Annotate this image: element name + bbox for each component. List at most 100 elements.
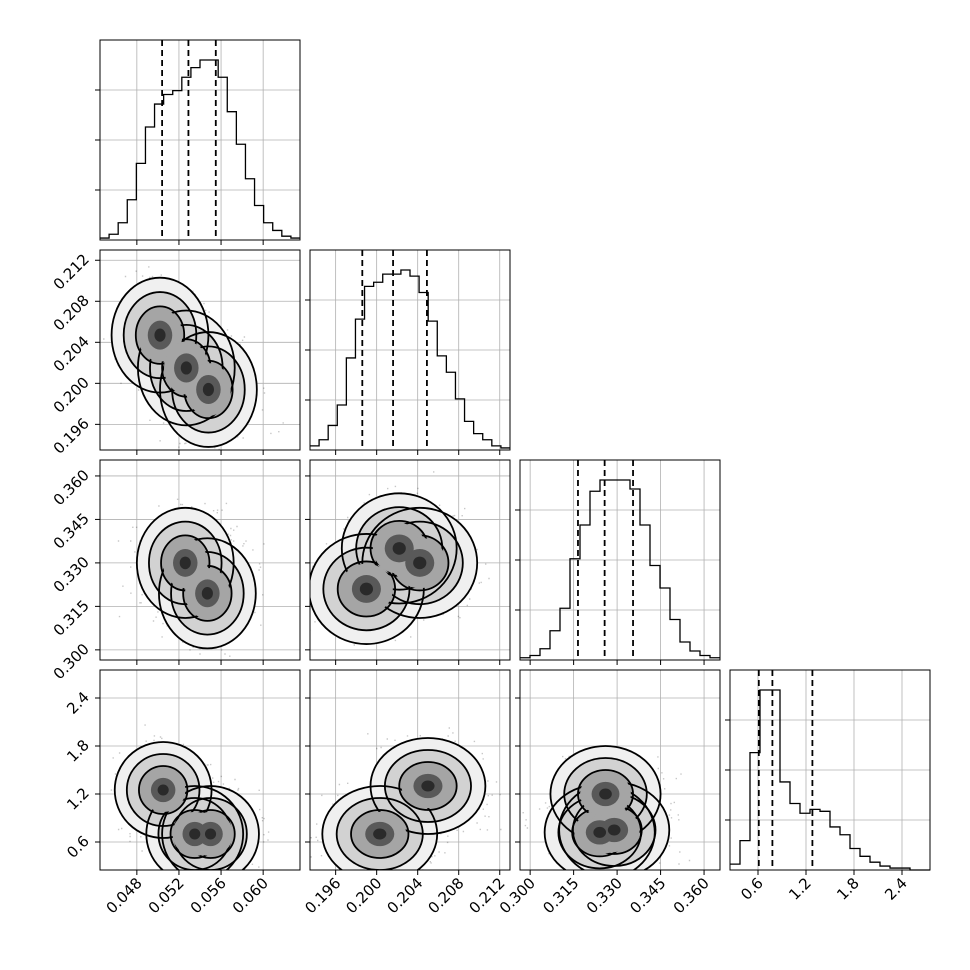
y-tick-label: 0.200 [50, 373, 93, 416]
x-tick-label: 0.048 [103, 874, 146, 917]
contour-line-3 [138, 765, 189, 815]
contour-line-1 [158, 537, 257, 650]
x-tick-label: 0.300 [496, 874, 539, 917]
x-tick-label: 1.8 [833, 874, 863, 904]
density-core [180, 361, 192, 375]
y-tick-label: 2.4 [63, 688, 93, 718]
x-tick-label: 0.196 [301, 874, 344, 917]
density-core [392, 542, 406, 555]
scatter-panel-3-4 [515, 669, 721, 875]
contour-line-1 [159, 331, 258, 448]
panel-frame [99, 669, 301, 871]
histogram-step-line [310, 269, 510, 449]
panel-content [100, 250, 300, 450]
density-core [359, 582, 374, 596]
panel-frame [729, 669, 931, 871]
histogram-panel-2 [305, 249, 511, 455]
y-tick-label: 1.8 [63, 736, 93, 766]
panel-frame [309, 669, 511, 871]
contour-line-2 [125, 753, 201, 827]
contour-line-3 [350, 809, 410, 859]
panel-content [100, 460, 300, 660]
panel-content [100, 670, 300, 870]
contour-line-3 [398, 761, 458, 811]
density-core [593, 826, 607, 838]
y-tick-label: 0.208 [50, 291, 93, 334]
scatter-panel-1-4 [95, 669, 301, 875]
x-tick-label: 2.4 [881, 874, 911, 904]
x-tick-label: 0.052 [145, 874, 188, 917]
contour-line-1 [369, 737, 487, 835]
scatter-panel-2-3 [305, 459, 511, 665]
contour-line-3 [134, 305, 186, 365]
x-tick-label: 0.315 [539, 874, 582, 917]
density-core [157, 784, 169, 796]
panel-frame [309, 459, 511, 661]
y-tick-label: 0.345 [50, 510, 93, 553]
x-tick-label: 0.208 [424, 874, 467, 917]
panel-frame [99, 39, 301, 241]
y-tick-label: 0.300 [50, 640, 93, 683]
density-core [189, 828, 201, 840]
y-tick-label: 0.196 [50, 414, 93, 457]
panel-frame [99, 459, 301, 661]
density-core [373, 828, 387, 840]
y-tick-label: 0.315 [50, 596, 93, 639]
contour-line-1 [145, 785, 245, 870]
density-core [421, 780, 435, 792]
contour-line-1 [161, 785, 260, 870]
density-core [599, 788, 612, 800]
scatter-panel-1-3 [95, 459, 301, 665]
density-core [154, 328, 166, 342]
density-core [202, 382, 214, 397]
scatter-panel-2-4 [305, 669, 511, 875]
density-core [179, 556, 191, 570]
x-tick-label: 0.360 [670, 874, 713, 917]
x-tick-label: 0.060 [229, 874, 272, 917]
contour-line-2 [335, 797, 424, 870]
contour-line-2 [149, 323, 224, 412]
panel-content [310, 460, 510, 660]
y-tick-label: 0.360 [50, 466, 93, 509]
histogram-panel-4 [725, 669, 931, 875]
histogram-step-line [100, 59, 300, 239]
density-core [204, 828, 217, 840]
panel-content [310, 670, 510, 870]
contour-line-1 [113, 741, 213, 839]
x-tick-label: 0.204 [383, 874, 426, 917]
x-tick-label: 0.330 [583, 874, 626, 917]
x-tick-label: 0.056 [187, 874, 230, 917]
x-tick-label: 1.2 [785, 874, 815, 904]
contour-line-3 [336, 560, 397, 618]
panel-frame [519, 459, 721, 661]
density-core [413, 556, 427, 570]
y-tick-label: 1.2 [63, 784, 93, 814]
contour-line-1 [361, 506, 479, 619]
density-core [201, 587, 213, 600]
histogram-panel-1 [95, 39, 301, 245]
y-tick-label: 0.6 [63, 832, 93, 862]
panel-frame [99, 249, 301, 451]
x-tick-label: 0.200 [342, 874, 385, 917]
contour-line-2 [355, 506, 444, 591]
contour-line-1 [135, 506, 235, 619]
y-tick-label: 0.330 [50, 553, 93, 596]
histogram-panel-3 [515, 459, 721, 665]
panel-content [520, 670, 720, 870]
panel-frame [309, 249, 511, 451]
panel-frame [519, 669, 721, 871]
y-tick-label: 0.212 [50, 250, 93, 293]
histogram-step-line [520, 479, 720, 659]
contour-line-1 [136, 309, 236, 427]
x-tick-label: 0.6 [737, 874, 767, 904]
density-core [607, 824, 621, 836]
x-tick-label: 0.345 [626, 874, 669, 917]
scatter-panel-1-2 [95, 249, 301, 455]
y-tick-label: 0.204 [50, 332, 93, 375]
contour-line-2 [171, 345, 246, 434]
contour-line-1 [310, 533, 425, 645]
contour-line-2 [383, 749, 472, 823]
contour-line-2 [122, 291, 198, 380]
contour-line-1 [340, 492, 458, 605]
